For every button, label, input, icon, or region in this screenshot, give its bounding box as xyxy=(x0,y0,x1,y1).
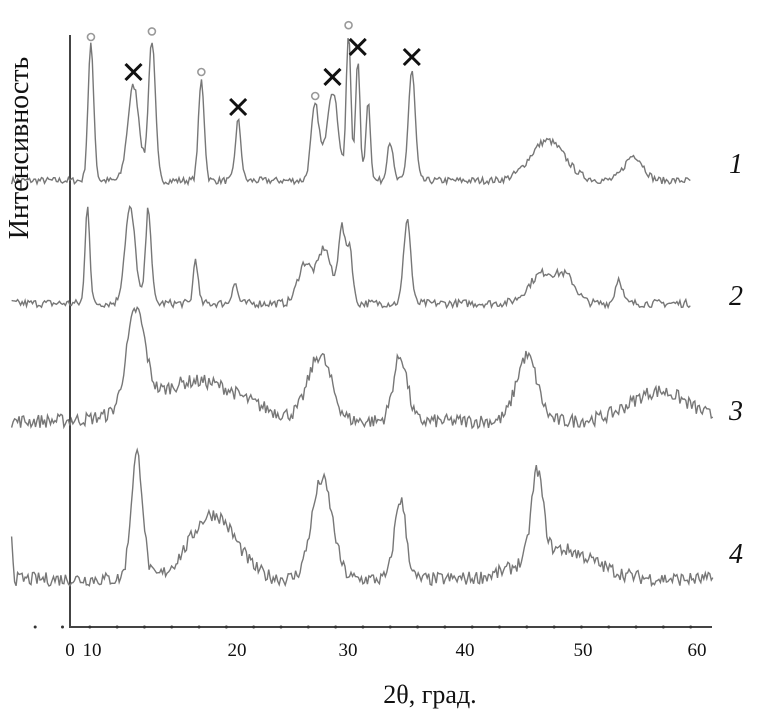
x-minor-tick xyxy=(279,625,283,629)
x-minor-tick xyxy=(634,625,638,629)
x-minor-tick xyxy=(88,625,92,629)
series-2-line xyxy=(11,205,691,310)
x-minor-tick xyxy=(607,625,611,629)
x-minor-tick xyxy=(388,625,392,629)
x-minor-tick xyxy=(197,625,201,629)
x-minor-tick xyxy=(661,625,665,629)
x-tick-label: 10 xyxy=(83,640,102,661)
x-minor-tick xyxy=(252,625,256,629)
phase-marker-cross xyxy=(348,37,367,57)
y-axis-label: Интенсивность xyxy=(4,57,35,240)
x-minor-tick xyxy=(170,625,174,629)
x-tick-label: 40 xyxy=(456,640,475,661)
phase-marker-cross xyxy=(229,97,248,117)
x-minor-tick xyxy=(60,625,64,629)
x-minor-tick xyxy=(689,625,693,629)
x-minor-tick xyxy=(115,625,119,629)
curve-label-3: 3 xyxy=(728,396,743,427)
x-minor-tick xyxy=(33,625,37,629)
x-minor-tick xyxy=(579,625,583,629)
x-tick-label: 30 xyxy=(339,640,358,661)
x-tick-label: 60 xyxy=(688,640,707,661)
curve-label-4: 4 xyxy=(729,539,743,570)
phase-marker-circle xyxy=(147,27,157,36)
series-3-line xyxy=(10,305,714,430)
x-tick-label: 0 xyxy=(65,640,75,661)
phase-marker-circle xyxy=(344,20,353,30)
x-minor-tick xyxy=(497,625,501,629)
phase-marker-cross xyxy=(124,62,143,82)
x-tick-label: 20 xyxy=(228,640,247,661)
series-1-line xyxy=(10,38,691,187)
curve-label-2: 2 xyxy=(729,281,743,312)
x-minor-tick xyxy=(552,625,556,629)
x-minor-tick xyxy=(224,625,228,629)
x-minor-tick xyxy=(142,625,146,629)
x-minor-tick xyxy=(306,625,310,629)
phase-marker-cross xyxy=(323,67,342,87)
x-minor-tick xyxy=(361,625,365,629)
curve-label-1: 1 xyxy=(729,149,743,180)
x-minor-tick xyxy=(470,625,474,629)
x-minor-tick xyxy=(416,625,420,629)
phase-marker-circle xyxy=(86,32,96,42)
phase-marker-cross xyxy=(402,47,421,67)
x-axis-label: 2θ, град. xyxy=(383,680,476,709)
x-tick-label: 50 xyxy=(574,640,593,661)
phase-marker-circle xyxy=(197,67,206,77)
x-minor-tick xyxy=(334,625,338,629)
x-minor-tick xyxy=(443,625,447,629)
phase-marker-circle xyxy=(310,91,320,101)
x-minor-tick xyxy=(525,625,529,629)
series-4-line xyxy=(10,447,714,588)
